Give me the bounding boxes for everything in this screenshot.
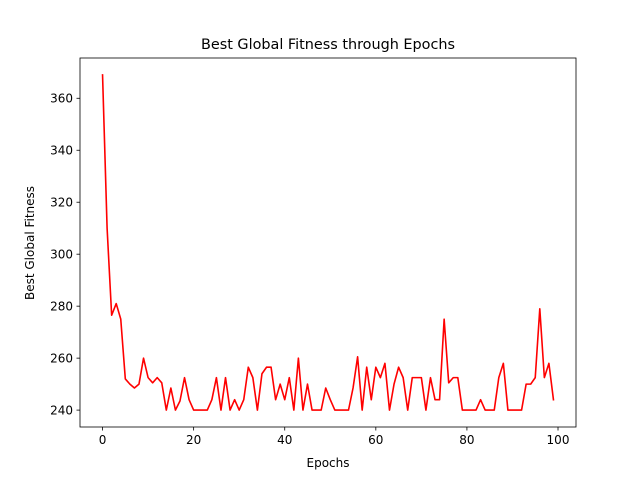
y-tick-label: 300 xyxy=(50,247,73,261)
y-tick-label: 360 xyxy=(50,92,73,106)
y-tick-label: 340 xyxy=(50,144,73,158)
x-axis-label: Epochs xyxy=(307,456,350,470)
y-axis-label: Best Global Fitness xyxy=(23,186,37,300)
y-tick-label: 320 xyxy=(50,196,73,210)
x-tick-label: 0 xyxy=(99,433,107,447)
y-tick-label: 260 xyxy=(50,351,73,365)
chart-title: Best Global Fitness through Epochs xyxy=(201,37,455,53)
y-axis: 240 260 280 300 320 340 360 xyxy=(50,92,80,417)
x-tick-label: 20 xyxy=(186,433,201,447)
x-tick-label: 80 xyxy=(459,433,474,447)
x-axis: 0 20 40 60 80 100 xyxy=(99,427,570,447)
y-tick-label: 280 xyxy=(50,299,73,313)
x-tick-label: 100 xyxy=(547,433,570,447)
x-tick-label: 40 xyxy=(277,433,292,447)
series-line-0 xyxy=(101,74,555,411)
axes-frame xyxy=(79,57,577,428)
plot-area xyxy=(101,74,555,411)
x-tick-label: 60 xyxy=(368,433,383,447)
y-tick-label: 240 xyxy=(50,403,73,417)
